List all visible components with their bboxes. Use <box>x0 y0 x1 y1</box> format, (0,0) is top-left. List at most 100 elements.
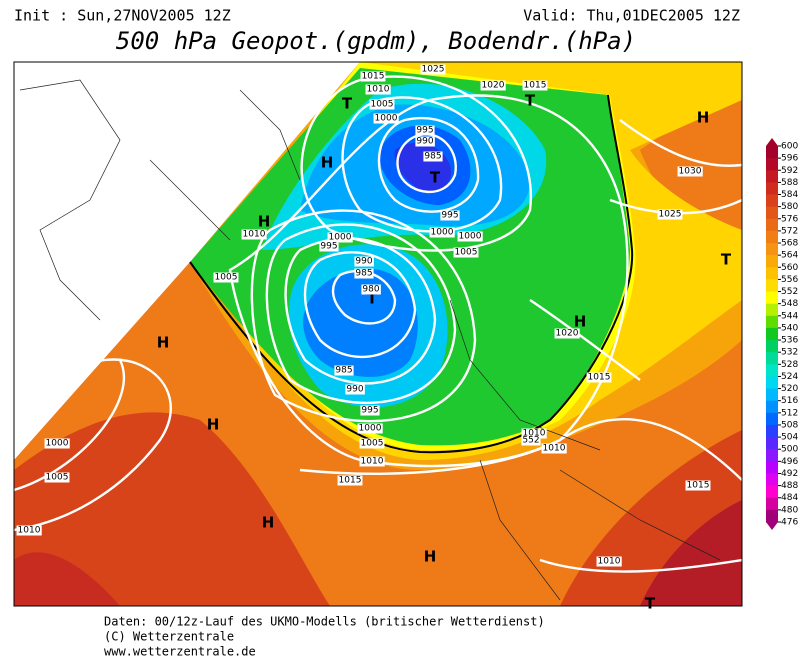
isobar-label-bg <box>685 480 711 491</box>
isobar-label-bg <box>415 125 435 136</box>
pressure-center: H <box>321 154 334 172</box>
map-frame <box>13 61 743 607</box>
isobar-label: 1005 <box>215 273 238 283</box>
pressure-center: T <box>525 92 536 110</box>
isobar-label-bg <box>345 384 365 395</box>
isobar-label: 1000 <box>46 439 69 449</box>
isobar-label: 980 <box>362 285 379 295</box>
pressure-center: T <box>721 251 732 269</box>
pressure-center: T <box>645 595 656 613</box>
colorbar-label: 496 <box>781 457 798 467</box>
colorbar-band <box>766 352 778 365</box>
colorbar-label: 476 <box>781 518 798 528</box>
colorbar-label: 480 <box>781 505 798 515</box>
isobar-label-bg <box>319 241 339 252</box>
isobar-label: 552 <box>522 436 539 446</box>
isobar-label-bg <box>359 438 385 449</box>
colorbar-label: 520 <box>781 384 798 394</box>
isobar-label: 1010 <box>543 444 566 454</box>
isobar-label-bg <box>415 136 435 147</box>
colorbar-label: 484 <box>781 493 798 503</box>
colorbar-label: 540 <box>781 323 798 333</box>
colorbar-label: 532 <box>781 348 798 358</box>
colorbar-label: 600 <box>781 142 798 152</box>
pressure-center: T <box>367 290 378 308</box>
colorbar-label: 560 <box>781 263 798 273</box>
isobar-label-bg <box>521 428 547 439</box>
colorbar-label: 592 <box>781 166 798 176</box>
isobar-label: 990 <box>355 257 372 267</box>
colorbar-label: 556 <box>781 275 798 285</box>
isobar-label: 1015 <box>524 81 547 91</box>
isobar-label: 1010 <box>243 230 266 240</box>
colorbar-band <box>766 424 778 438</box>
isobar-label-bg <box>423 151 443 162</box>
isobar-label-bg <box>429 227 455 238</box>
isobar-label-bg <box>44 472 70 483</box>
isobar-label-bg <box>360 405 380 416</box>
isobar-label-bg <box>16 525 42 536</box>
colorbar-label: 504 <box>781 433 798 443</box>
colorbar-label: 528 <box>781 360 798 370</box>
isobar-label-bg <box>521 435 541 446</box>
isobar-label: 995 <box>361 406 378 416</box>
isobar-label: 1000 <box>431 228 454 238</box>
colorbar-band <box>766 267 778 280</box>
colorbar-cap <box>766 138 778 146</box>
colorbar-label: 572 <box>781 226 798 236</box>
isobar-label-bg <box>354 256 374 267</box>
isobar-label-bg <box>522 80 548 91</box>
colorbar-label: 596 <box>781 154 798 164</box>
colorbar-label: 588 <box>781 178 798 188</box>
isobar-label: 1020 <box>556 329 579 339</box>
colorbar-band <box>766 497 778 511</box>
isobar-label: 1015 <box>339 476 362 486</box>
isobar-label-bg <box>596 556 622 567</box>
colorbar-band <box>766 218 778 232</box>
pressure-center: H <box>262 514 275 532</box>
pressure-center: H <box>157 334 170 352</box>
isobar-label: 1000 <box>375 114 398 124</box>
colorbar-band <box>766 170 778 183</box>
isobar-label-bg <box>657 209 683 220</box>
isobar-label-bg <box>440 210 460 221</box>
colorbar-label: 508 <box>781 420 798 430</box>
pressure-center: T <box>342 95 353 113</box>
colorbar-band <box>766 182 778 196</box>
colorbar-band <box>766 376 778 390</box>
pressure-center: H <box>207 416 220 434</box>
map-title: 500 hPa Geopot.(gpdm), Bodendr.(hPa) <box>116 27 636 55</box>
colorbar-band <box>766 315 778 329</box>
valid-time: Valid: Thu,01DEC2005 12Z <box>523 7 740 25</box>
isobar-label-bg <box>541 443 567 454</box>
isobar-label-bg <box>480 80 506 91</box>
init-time: Init : Sun,27NOV2005 12Z <box>14 7 231 25</box>
colorbar-band <box>766 194 778 208</box>
colorbar-label: 492 <box>781 469 798 479</box>
footer-url: www.wetterzentrale.de <box>104 645 256 659</box>
isobar-label: 1000 <box>459 232 482 242</box>
colorbar-band <box>766 243 778 256</box>
isobar-label: 1005 <box>46 473 69 483</box>
colorbar-band <box>766 230 778 244</box>
colorbar-label: 536 <box>781 336 798 346</box>
footer-source: Daten: 00/12z-Lauf des UKMO-Modells (bri… <box>104 615 545 629</box>
footer-copyright: (C) Wetterzentrale <box>104 630 234 644</box>
isobar-label-bg <box>360 71 386 82</box>
colorbar-label: 580 <box>781 202 798 212</box>
colorbar-band <box>766 473 778 487</box>
colorbar-label: 576 <box>781 214 798 224</box>
colorbar-band <box>766 412 778 426</box>
colorbar-label: 500 <box>781 445 798 455</box>
isobar-label: 1020 <box>482 81 505 91</box>
map-field <box>14 62 742 606</box>
isobar-label: 1010 <box>361 457 384 467</box>
colorbar-label: 488 <box>781 481 798 491</box>
isobar-label-bg <box>337 475 363 486</box>
isobar-label: 990 <box>416 137 433 147</box>
isobar-label: 1025 <box>422 65 445 75</box>
isobar-label: 995 <box>441 211 458 221</box>
isobar-label: 1015 <box>362 72 385 82</box>
isobar-label-bg <box>354 268 374 279</box>
isobar-label-bg <box>334 365 354 376</box>
